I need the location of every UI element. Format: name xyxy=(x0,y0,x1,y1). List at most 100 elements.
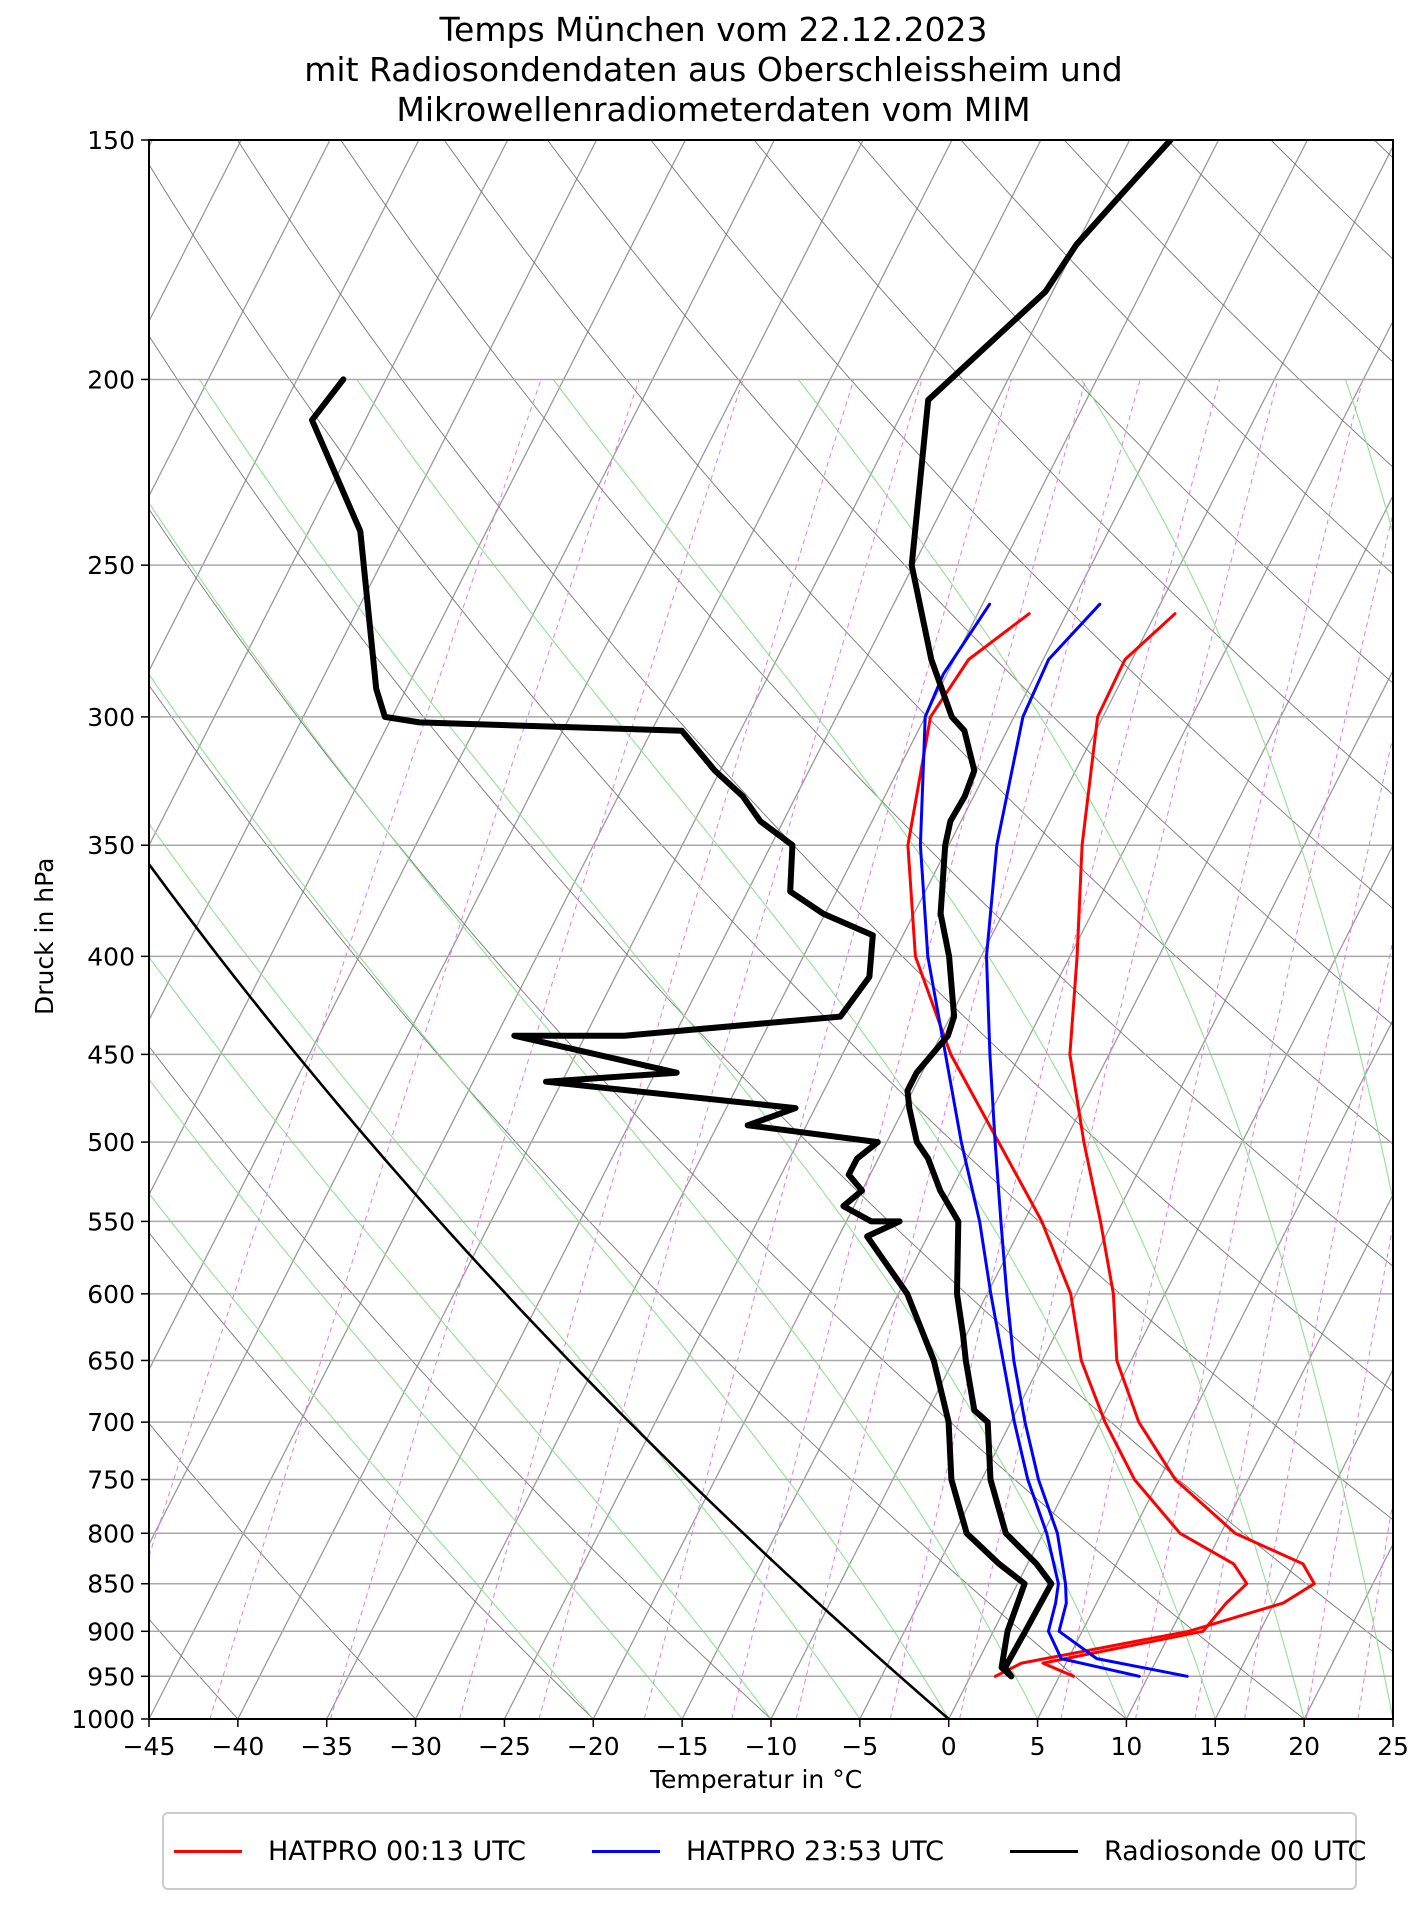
x-tick-label: 10 xyxy=(1111,1732,1143,1761)
dry-adiabat-line xyxy=(149,163,1393,1521)
y-axis-label: Druck in hPa xyxy=(30,857,59,1015)
dry-adiabat-line xyxy=(149,684,1127,1719)
y-axis: 150 200 250 300 350 400 450 500 550 600 650 700 750 8… xyxy=(71,126,149,1734)
series-line-temperature xyxy=(985,602,1189,1678)
x-tick-label: −30 xyxy=(389,1732,442,1761)
isotherm-line xyxy=(1036,1018,1393,1719)
reference-adiabat-line xyxy=(149,861,950,1719)
isotherm-line xyxy=(681,319,1393,1719)
x-tick-label: 15 xyxy=(1199,1732,1231,1761)
y-tick-label: 150 xyxy=(87,126,135,155)
legend-item-radiosonde: Radiosonde 00 UTC xyxy=(1010,1814,1366,1888)
dry-adiabat-line xyxy=(149,1045,772,1719)
moist-adiabat-line xyxy=(797,379,1393,1719)
series-line-temperature xyxy=(904,140,1174,1680)
x-tick-label: −20 xyxy=(567,1732,620,1761)
y-tick-label: 850 xyxy=(87,1570,135,1599)
y-tick-label: 950 xyxy=(87,1662,135,1691)
mixing-ratio-line xyxy=(1305,1223,1393,1719)
y-tick-label: 800 xyxy=(87,1519,135,1548)
isotherm-line xyxy=(1214,1368,1393,1719)
x-axis: −45 −40 −35 −30 −25 −20 −15 −10 −5 0 5 10 15 20 25 xyxy=(123,1719,1409,1761)
isotherm-line xyxy=(149,140,598,1022)
mixing-ratio-line xyxy=(149,379,542,1558)
moist-adiabat-line xyxy=(1344,379,1393,536)
chart-title-line-2: mit Radiosondendaten aus Oberschleisshei… xyxy=(304,50,1123,89)
isotherm-line xyxy=(770,494,1393,1719)
chart-title-line-3: Mikrowellenradiometerdaten vom MIM xyxy=(396,90,1031,129)
dry-adiabat-line xyxy=(443,140,1393,1145)
dry-adiabat-line xyxy=(149,508,1305,1719)
legend-swatch-red xyxy=(174,1849,242,1853)
moist-adiabat-line xyxy=(1080,379,1393,1203)
legend-label: HATPRO 23:53 UTC xyxy=(686,1835,944,1867)
y-tick-label: 500 xyxy=(87,1128,135,1157)
isotherm-line xyxy=(859,669,1393,1719)
y-tick-label: 350 xyxy=(87,831,135,860)
mixing-ratio-line xyxy=(1357,1498,1393,1719)
y-tick-label: 300 xyxy=(87,703,135,732)
dry-adiabat-line xyxy=(340,140,1393,1267)
isotherm-line xyxy=(1125,1193,1393,1719)
dry-adiabat-line xyxy=(1063,140,1393,468)
moist-adiabat-line xyxy=(149,501,1039,1719)
isotherm-line xyxy=(149,140,420,673)
isotherm-line xyxy=(149,140,775,1371)
isotherm-line xyxy=(326,140,1131,1719)
moist-adiabat-line xyxy=(552,379,1305,1719)
legend-swatch-black xyxy=(1010,1849,1078,1853)
x-axis-label: Temperatur in °C xyxy=(650,1765,863,1794)
legend-item-hatpro-2353: HATPRO 23:53 UTC xyxy=(592,1814,944,1888)
chart-title-line-1: Temps München vom 22.12.2023 xyxy=(439,10,988,49)
legend: HATPRO 00:13 UTC HATPRO 23:53 UTC Radios… xyxy=(162,1812,1366,1890)
x-tick-label: −35 xyxy=(300,1732,353,1761)
dry-adiabat-line xyxy=(237,140,1393,1392)
y-tick-label: 400 xyxy=(87,942,135,971)
isotherm-line xyxy=(948,843,1393,1719)
isotherm-line xyxy=(503,140,1309,1719)
dry-adiabat-line xyxy=(149,863,949,1719)
y-tick-label: 550 xyxy=(87,1207,135,1236)
y-tick-label: 1000 xyxy=(71,1705,135,1734)
isotherm-line xyxy=(149,140,687,1197)
y-tick-label: 750 xyxy=(87,1466,135,1495)
mixing-ratio-line xyxy=(459,379,855,1719)
y-tick-label: 200 xyxy=(87,365,135,394)
y-tick-label: 600 xyxy=(87,1280,135,1309)
moist-adiabat-line xyxy=(149,673,950,1719)
x-tick-label: 5 xyxy=(1030,1732,1046,1761)
y-tick-label: 700 xyxy=(87,1408,135,1437)
dry-adiabat-line xyxy=(960,140,1393,575)
x-tick-label: −15 xyxy=(656,1732,709,1761)
isotherm-line xyxy=(149,140,331,498)
x-tick-label: −25 xyxy=(478,1732,531,1761)
moist-adiabat-line xyxy=(356,379,1216,1719)
isotherm-line xyxy=(592,145,1393,1719)
dry-adiabat-line xyxy=(149,1232,594,1719)
isotherm-line xyxy=(149,140,953,1719)
x-tick-label: −40 xyxy=(211,1732,264,1761)
x-tick-label: −45 xyxy=(123,1732,176,1761)
legend-item-hatpro-0013: HATPRO 00:13 UTC xyxy=(174,1814,526,1888)
isotherm-line xyxy=(149,140,509,847)
moist-adiabat-line xyxy=(198,379,1127,1719)
legend-label: HATPRO 00:13 UTC xyxy=(268,1835,526,1867)
y-tick-label: 250 xyxy=(87,551,135,580)
x-tick-label: −10 xyxy=(745,1732,798,1761)
legend-swatch-blue xyxy=(592,1849,660,1853)
isotherm-line xyxy=(237,140,1042,1719)
mixing-ratio-line xyxy=(330,379,744,1719)
dry-adiabat-line xyxy=(547,140,1393,1026)
mixing-ratio-line xyxy=(1244,937,1393,1719)
y-tick-label: 450 xyxy=(87,1040,135,1069)
x-tick-label: −5 xyxy=(841,1732,878,1761)
isotherm-line xyxy=(1303,1542,1393,1719)
isotherm-line xyxy=(1392,1717,1393,1719)
series-line-dewpoint xyxy=(906,612,1249,1678)
mixing-ratio-line xyxy=(795,379,1141,1719)
dry-adiabat-line xyxy=(650,140,1393,910)
y-tick-label: 650 xyxy=(87,1346,135,1375)
x-tick-label: 0 xyxy=(941,1732,957,1761)
dry-adiabat-line xyxy=(753,140,1393,796)
